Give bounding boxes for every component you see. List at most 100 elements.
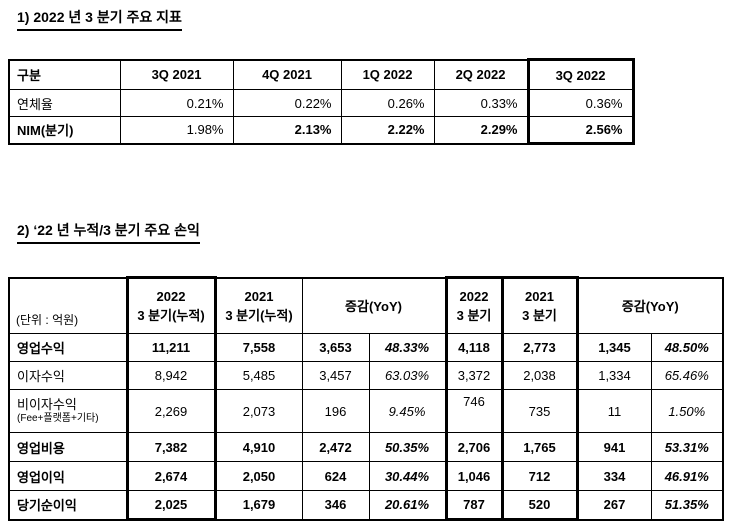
data-cell: 3,653 <box>301 333 370 362</box>
data-cell: 30.44% <box>368 461 447 491</box>
data-cell: 2,706 <box>444 432 504 462</box>
header-line: 3 분기 <box>456 308 492 323</box>
row-label: 연체율 <box>8 89 121 117</box>
data-cell: 2,073 <box>214 389 303 433</box>
header-line: 3 분기 <box>522 308 557 323</box>
column-header-yoy-quarter: 증감(YoY) <box>576 277 724 334</box>
row-sublabel: (Fee+플랫폼+기타) <box>17 413 99 424</box>
data-cell: 941 <box>576 432 652 462</box>
data-cell: 0.33% <box>433 89 529 117</box>
data-cell: 20.61% <box>368 490 447 520</box>
row-label: 영업수익 <box>8 333 128 362</box>
net-income-row: 당기순이익 2,025 1,679 346 20.61% 787 520 267… <box>8 490 724 521</box>
delinquency-rate-row: 연체율 0.21% 0.22% 0.26% 0.33% 0.36% <box>8 89 635 117</box>
column-header-4q2021: 4Q 2021 <box>232 59 342 90</box>
data-cell: 65.46% <box>650 361 724 390</box>
data-cell: 1,334 <box>576 361 652 390</box>
non-interest-income-row: 비이자수익 (Fee+플랫폼+기타) 2,269 2,073 196 9.45%… <box>8 389 724 433</box>
data-cell: 51.35% <box>650 490 724 520</box>
data-cell: 712 <box>500 461 579 491</box>
data-cell: 11 <box>576 389 652 433</box>
data-cell: 787 <box>444 490 504 521</box>
data-cell: 2,269 <box>125 389 217 433</box>
data-cell: 0.36% <box>526 89 635 117</box>
header-line: 2021 <box>244 288 274 304</box>
data-cell: 4,910 <box>214 432 303 462</box>
column-header-yoy-cumulative: 증감(YoY) <box>301 277 447 334</box>
data-cell: 63.03% <box>368 361 447 390</box>
data-cell: 2.22% <box>340 116 435 144</box>
data-cell: 2,038 <box>500 361 579 390</box>
unit-note-cell: (단위 : 억원) <box>8 277 128 334</box>
data-cell: 2,674 <box>125 461 217 491</box>
operating-profit-row: 영업이익 2,674 2,050 624 30.44% 1,046 712 33… <box>8 461 724 491</box>
row-label: 영업비용 <box>8 432 128 462</box>
operating-revenue-row: 영업수익 11,211 7,558 3,653 48.33% 4,118 2,7… <box>8 333 724 362</box>
data-cell: 5,485 <box>214 361 303 390</box>
data-cell: 1,046 <box>444 461 504 491</box>
section-2-title: 2) ‘22 년 누적/3 분기 주요 손익 <box>17 220 200 244</box>
column-header-3q2021: 3Q 2021 <box>119 59 234 90</box>
header-line: 2022 <box>459 289 489 304</box>
column-header-3q2022: 3Q 2022 <box>526 58 635 90</box>
data-cell: 2.13% <box>232 116 342 144</box>
data-cell: 50.35% <box>368 432 447 462</box>
header-line: 3 분기(누적) <box>225 307 293 323</box>
table1-header-row: 구분 3Q 2021 4Q 2021 1Q 2022 2Q 2022 3Q 20… <box>8 58 635 90</box>
row-label: 비이자수익 <box>17 397 77 412</box>
column-header-2q2022: 2Q 2022 <box>433 59 529 90</box>
data-cell: 334 <box>576 461 652 491</box>
data-cell: 2,050 <box>214 461 303 491</box>
header-line: 2021 <box>525 289 554 304</box>
data-cell: 7,558 <box>214 333 303 362</box>
data-cell: 267 <box>576 490 652 520</box>
data-cell: 48.50% <box>650 333 724 362</box>
unit-note: (단위 : 억원) <box>16 313 79 327</box>
data-cell: 3,457 <box>301 361 370 390</box>
data-cell: 346 <box>301 490 370 520</box>
data-cell: 53.31% <box>650 432 724 462</box>
nim-row: NIM(분기) 1.98% 2.13% 2.22% 2.29% 2.56% <box>8 116 635 145</box>
row-label: 당기순이익 <box>8 490 128 520</box>
operating-expense-row: 영업비용 7,382 4,910 2,472 50.35% 2,706 1,76… <box>8 432 724 462</box>
data-cell: 0.22% <box>232 89 342 117</box>
data-cell: 2,025 <box>125 490 217 521</box>
interest-income-row: 이자수익 8,942 5,485 3,457 63.03% 3,372 2,03… <box>8 361 724 390</box>
data-cell: 746 <box>444 389 504 433</box>
data-cell: 3,372 <box>444 361 504 390</box>
data-cell: 8,942 <box>125 361 217 390</box>
column-header-1q2022: 1Q 2022 <box>340 59 435 90</box>
header-line: 2022 <box>156 289 186 304</box>
data-cell: 2.29% <box>433 116 529 144</box>
data-cell: 48.33% <box>368 333 447 362</box>
profit-loss-table: (단위 : 억원) 2022 3 분기(누적) 2021 3 분기(누적) 증감… <box>8 276 724 521</box>
table2-header-row: (단위 : 억원) 2022 3 분기(누적) 2021 3 분기(누적) 증감… <box>8 276 724 334</box>
data-cell: 1,679 <box>214 490 303 520</box>
column-header-2021-cumulative: 2021 3 분기(누적) <box>214 277 303 334</box>
data-cell: 2,472 <box>301 432 370 462</box>
row-label: 이자수익 <box>8 361 128 390</box>
row-label: 영업이익 <box>8 461 128 491</box>
section-1-title: 1) 2022 년 3 분기 주요 지표 <box>17 7 182 31</box>
data-cell: 1.98% <box>119 116 234 144</box>
data-cell: 11,211 <box>125 333 217 362</box>
data-cell: 4,118 <box>444 333 504 362</box>
data-cell: 46.91% <box>650 461 724 491</box>
data-cell: 7,382 <box>125 432 217 462</box>
column-header-2022-cumulative: 2022 3 분기(누적) <box>125 276 217 334</box>
data-cell: 9.45% <box>368 389 447 433</box>
data-cell: 0.21% <box>119 89 234 117</box>
data-cell: 0.26% <box>340 89 435 117</box>
data-cell: 1,345 <box>576 333 652 362</box>
data-cell: 196 <box>301 389 370 433</box>
column-header-2022-quarter: 2022 3 분기 <box>444 276 504 334</box>
data-cell: 520 <box>500 490 579 521</box>
data-cell: 1.50% <box>650 389 724 433</box>
key-indicators-table: 구분 3Q 2021 4Q 2021 1Q 2022 2Q 2022 3Q 20… <box>8 58 635 145</box>
header-line: 3 분기(누적) <box>137 308 205 323</box>
data-cell: 2.56% <box>526 116 635 145</box>
data-cell: 2,773 <box>500 333 579 362</box>
row-label-cell: 비이자수익 (Fee+플랫폼+기타) <box>8 389 128 433</box>
row-label: NIM(분기) <box>8 116 121 144</box>
column-header-2021-quarter: 2021 3 분기 <box>500 276 579 334</box>
